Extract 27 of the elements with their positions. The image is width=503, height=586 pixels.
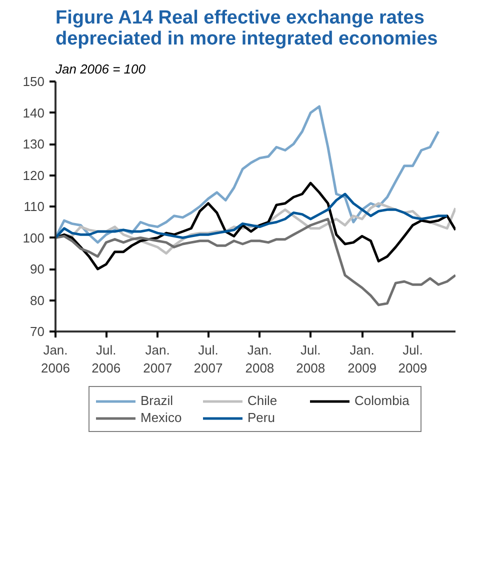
- legend-label: Peru: [248, 410, 276, 425]
- x-tick-label: Jan. 2007: [143, 342, 172, 376]
- line-series: [56, 192, 448, 239]
- y-tick-label: 150: [22, 74, 45, 89]
- line-series: [56, 218, 456, 306]
- x-tick-label: Jan. 2006: [41, 342, 70, 376]
- chart-title: Figure A14 Real effective exchange rates depreciated in more integrated economies: [56, 8, 438, 50]
- y-tick-label: 90: [30, 262, 45, 276]
- y-tick-label: 80: [30, 292, 45, 308]
- x-tick-label: Jan. 2009: [348, 342, 377, 376]
- legend-label: Brazil: [140, 393, 174, 408]
- y-tick-label: 120: [22, 168, 45, 183]
- legend-label: Mexico: [140, 410, 183, 425]
- x-tick-label: Jul. 2007: [194, 342, 223, 376]
- x-tick-label: Jul. 2008: [296, 342, 326, 376]
- y-tick-label: 110: [24, 199, 45, 214]
- line-series: [56, 105, 440, 244]
- y-tick-label: 130: [22, 136, 45, 152]
- y-axis-title: Jan 2006 = 100: [54, 62, 146, 76]
- y-tick-label: 140: [22, 105, 45, 120]
- x-tick-label: Jan. 2008: [245, 342, 274, 376]
- legend-label: Chile: [248, 393, 278, 408]
- x-tick-label: Jul. 2009: [398, 342, 428, 376]
- y-tick-label: 70: [30, 324, 45, 339]
- x-tick-label: Jul. 2006: [92, 342, 121, 376]
- y-tick-label: 100: [22, 230, 45, 246]
- legend-label: Colombia: [354, 393, 410, 408]
